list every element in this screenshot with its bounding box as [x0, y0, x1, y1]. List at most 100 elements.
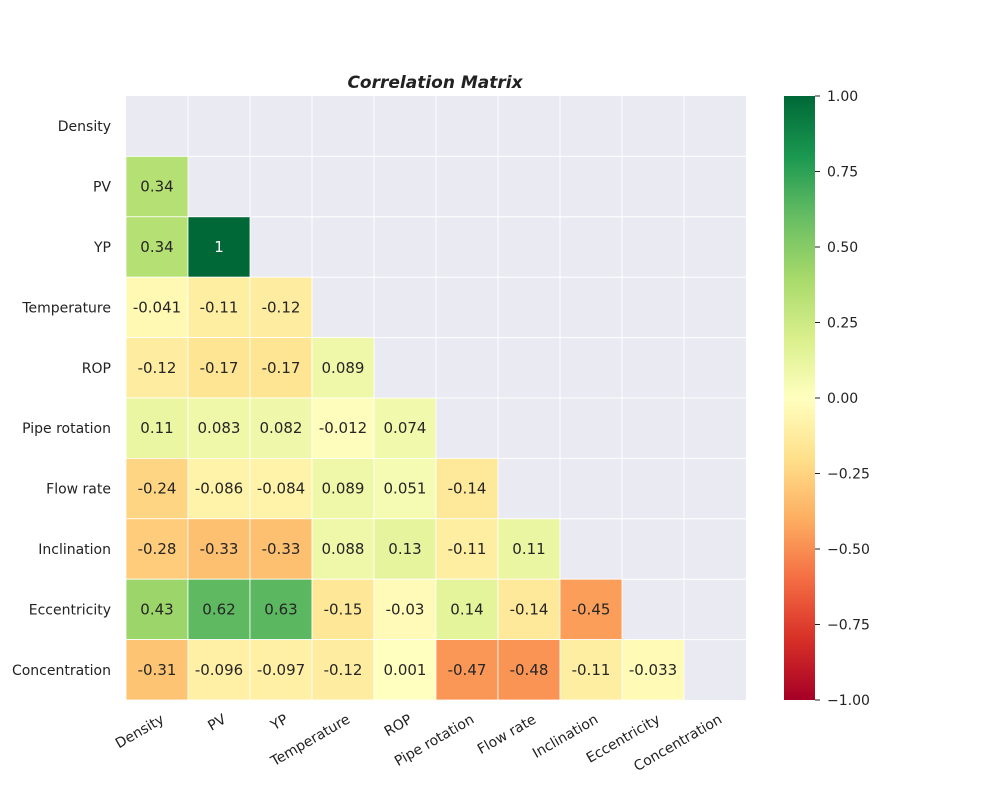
cell-value-label: -0.096: [195, 661, 243, 679]
cell-value-label: -0.097: [257, 661, 305, 679]
cell-value-label: 0.14: [450, 600, 483, 618]
heatmap-cell: [311, 578, 375, 641]
heatmap-cell: [249, 397, 313, 459]
heatmap-cell: [125, 397, 189, 459]
heatmap-cell: [559, 639, 623, 701]
cell-value-label: -0.041: [133, 298, 181, 316]
heatmap-cell: [249, 518, 313, 580]
cell-value-label: 0.074: [384, 419, 427, 437]
heatmap-cell: [125, 518, 189, 580]
colorbar-tick-label: −0.25: [827, 467, 870, 483]
heatmap-cell: [125, 639, 189, 701]
cell-value-label: -0.14: [510, 600, 549, 618]
colorbar-tick-label: 0.00: [827, 391, 858, 407]
heatmap-cell: [125, 457, 189, 520]
cell-value-label: -0.31: [138, 661, 177, 679]
cell-value-label: -0.12: [138, 359, 177, 377]
colorbar: [784, 96, 815, 700]
cell-value-label: 0.083: [198, 419, 241, 437]
cell-value-label: 0.34: [140, 178, 173, 196]
heatmap-cell: [311, 397, 375, 459]
cell-value-label: 0.082: [260, 419, 303, 437]
heatmap-cell: [249, 457, 313, 520]
column-label: Density: [113, 712, 167, 752]
colorbar-tick-label: 1.00: [827, 89, 858, 105]
column-label: YP: [267, 712, 291, 735]
cell-value-label: -0.03: [386, 600, 425, 618]
cell-value-label: 0.13: [388, 540, 421, 558]
cell-value-label: -0.14: [448, 480, 487, 498]
cell-value-label: -0.086: [195, 480, 243, 498]
row-label: Density: [58, 119, 111, 135]
heatmap-cell: [187, 337, 251, 399]
heatmap-cell: [373, 518, 437, 580]
row-label: Concentration: [12, 663, 111, 679]
heatmap-cell: [435, 639, 499, 701]
heatmap-cell: [187, 518, 251, 580]
cell-value-label: -0.11: [200, 298, 239, 316]
cell-value-label: -0.17: [262, 359, 301, 377]
colorbar-tick-label: 0.25: [827, 316, 858, 332]
cell-value-label: 1: [214, 238, 224, 256]
heatmap-cell: [373, 639, 437, 701]
cell-value-label: -0.45: [572, 600, 611, 618]
cell-value-label: 0.089: [322, 359, 365, 377]
cell-value-label: -0.24: [138, 480, 177, 498]
cell-value-label: -0.12: [324, 661, 363, 679]
cell-value-label: -0.15: [324, 600, 363, 618]
cell-value-label: -0.084: [257, 480, 305, 498]
cell-value-label: -0.17: [200, 359, 239, 377]
heatmap-cell: [249, 578, 313, 641]
chart-title: Correlation Matrix: [347, 73, 523, 93]
cell-value-label: -0.33: [262, 540, 301, 558]
colorbar-tick-label: −0.75: [827, 618, 870, 634]
heatmap-cell: [311, 639, 375, 701]
cell-value-label: 0.001: [384, 661, 427, 679]
row-label: Eccentricity: [29, 602, 111, 618]
colorbar-tick-label: −0.50: [827, 542, 870, 558]
heatmap-cell: [125, 155, 189, 218]
cell-value-label: -0.47: [448, 661, 487, 679]
heatmap-cell: [249, 639, 313, 701]
cell-value-label: 0.62: [202, 600, 235, 618]
cell-value-label: -0.33: [200, 540, 239, 558]
row-label: ROP: [82, 361, 111, 377]
row-label: Inclination: [38, 542, 111, 558]
cell-value-label: -0.033: [629, 661, 677, 679]
cell-value-label: 0.088: [322, 540, 365, 558]
column-label: Flow rate: [475, 712, 539, 758]
row-label: Flow rate: [46, 482, 111, 498]
column-label: ROP: [382, 712, 415, 740]
cell-value-label: -0.012: [319, 419, 367, 437]
row-label: PV: [93, 180, 111, 196]
cell-value-label: 0.11: [512, 540, 545, 558]
heatmap-cell: [187, 578, 251, 641]
cell-value-label: -0.28: [138, 540, 177, 558]
heatmap-cell: [249, 337, 313, 399]
colorbar-tick-label: −1.00: [827, 693, 870, 709]
heatmap-cell: [373, 397, 437, 459]
colorbar-tick-label: 0.50: [827, 240, 858, 256]
heatmap-cell: [497, 578, 561, 641]
heatmap-cell: [125, 276, 189, 339]
column-label: PV: [205, 711, 229, 734]
cell-value-label: 0.11: [140, 419, 173, 437]
heatmap-cell: [187, 276, 251, 339]
heatmap-cell: [187, 457, 251, 520]
heatmap-cell: [187, 397, 251, 459]
heatmap-cell: [497, 639, 561, 701]
row-label: Pipe rotation: [22, 421, 111, 437]
cell-value-label: -0.12: [262, 298, 301, 316]
cell-value-label: 0.089: [322, 480, 365, 498]
cell-value-label: 0.43: [140, 600, 173, 618]
cell-value-label: 0.34: [140, 238, 173, 256]
heatmap-cell: [125, 578, 189, 641]
heatmap-cell: [187, 216, 251, 278]
cell-value-label: -0.48: [510, 661, 549, 679]
heatmap-cell: [187, 639, 251, 701]
cell-value-label: 0.63: [264, 600, 297, 618]
cell-value-label: -0.11: [448, 540, 487, 558]
heatmap-cell: [621, 639, 685, 701]
